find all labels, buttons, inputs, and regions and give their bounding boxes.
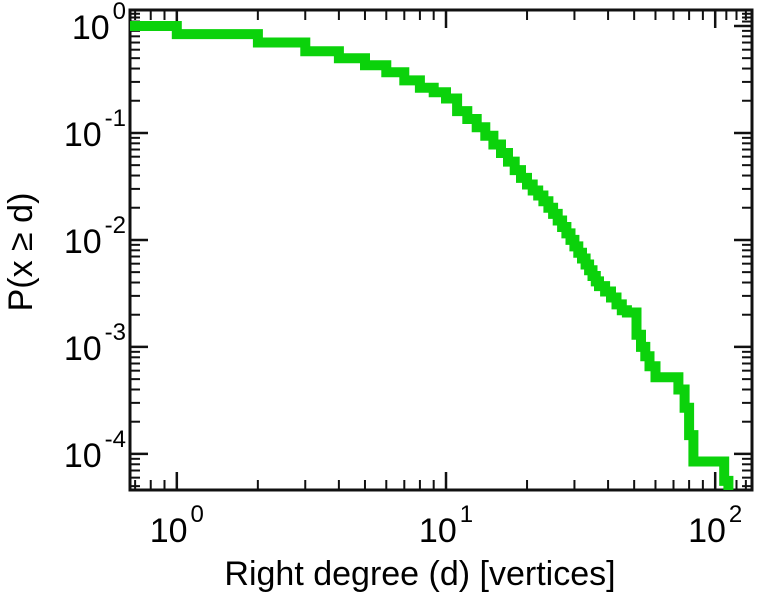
axis-ticks	[130, 9, 752, 490]
y-axis-tick-label: 10 -2	[64, 212, 126, 261]
plot-border	[128, 8, 754, 492]
y-axis-tick-label: 10 -4	[64, 426, 126, 475]
x-axis-tick-label: 10 0	[150, 501, 204, 550]
y-axis-tick-label: 10 -1	[64, 105, 126, 154]
right-degree-ccdf-curve	[130, 21, 734, 490]
y-axis-tick-label: 10 -3	[64, 319, 126, 368]
series-layer	[130, 21, 734, 490]
y-axis-tick-label: 10 0	[72, 0, 126, 47]
x-axis-tick-label: 10 2	[688, 501, 742, 550]
x-axis-title: Right degree (d) [vertices]	[224, 555, 615, 593]
y-axis-title: P(x ≥ d)	[2, 193, 40, 312]
x-axis-tick-labels: 10 0 10 1 10 2	[150, 501, 743, 550]
x-axis-tick-label: 10 1	[419, 501, 473, 550]
